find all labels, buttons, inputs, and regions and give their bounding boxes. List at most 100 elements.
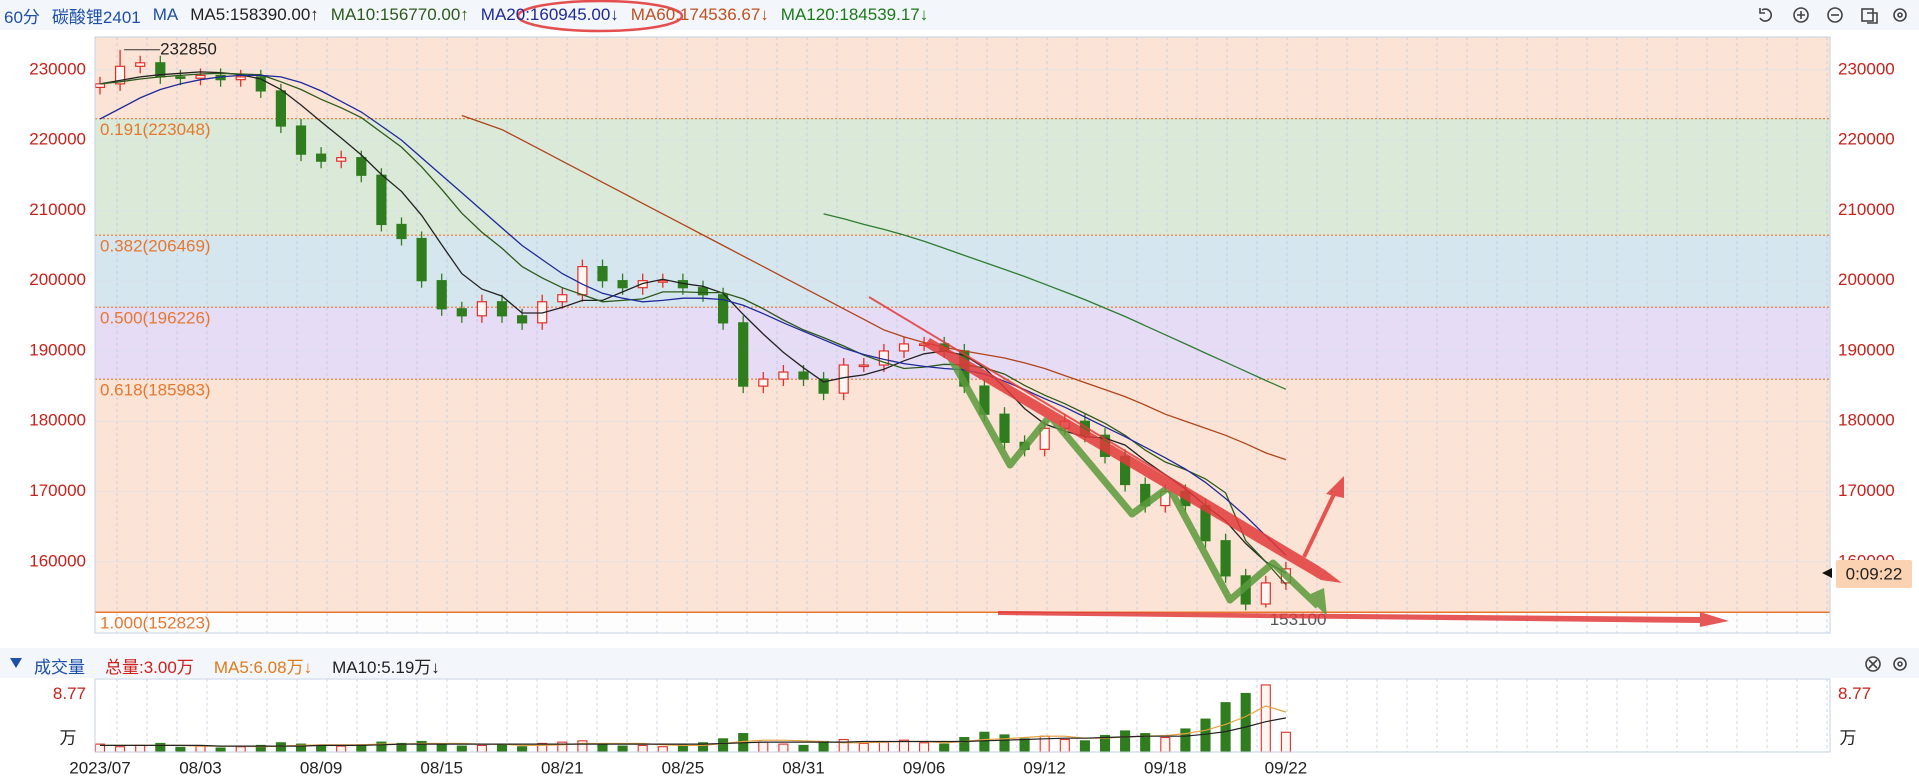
volume-bar [919, 742, 930, 753]
volume-bar [1280, 731, 1291, 753]
volume-bar [175, 746, 186, 753]
ma-value: MA120:184539.17↓ [780, 5, 929, 24]
candle-body [135, 62, 146, 67]
rebound-arrow-head [1326, 476, 1344, 498]
candle-body [396, 223, 407, 240]
candle-body [496, 301, 508, 317]
volume-bar [496, 744, 508, 753]
y-tick-label-right: 200000 [1838, 270, 1895, 289]
text-layer: 1600001600001700001700001800001800001900… [29, 39, 1912, 777]
close-volume-icon[interactable] [1865, 656, 1881, 672]
volume-tick-label-right: 8.77 [1838, 684, 1871, 703]
trend-thin [868, 296, 1321, 569]
candle-body [295, 125, 307, 155]
layout-icon[interactable] [1861, 8, 1874, 22]
candle-body [316, 153, 327, 162]
y-tick-label: 170000 [29, 481, 86, 500]
volume-bar [1019, 738, 1030, 753]
fib-label: 0.500(196226) [100, 309, 211, 328]
volume-toolbar-bg [0, 648, 1919, 678]
volume-bar [979, 731, 990, 753]
zoom-in-icon[interactable] [1793, 7, 1809, 23]
volume-bar [577, 740, 588, 753]
x-tick-label: 08/03 [179, 758, 222, 777]
volume-ma: MA10:5.19万↓ [332, 657, 440, 677]
toolbar-bg [0, 0, 1919, 30]
volume-bar [456, 745, 467, 753]
y-tick-label-right: 170000 [1838, 481, 1895, 500]
y-tick-label: 200000 [29, 270, 86, 289]
volume-bar [195, 745, 206, 753]
candle-body [1039, 427, 1050, 450]
zoom-out-icon[interactable] [1827, 7, 1843, 23]
volume-title: 成交量 [34, 657, 85, 677]
x-tick-label: 09/18 [1144, 758, 1187, 777]
volume-bar [999, 734, 1010, 753]
volume-bar [1220, 702, 1231, 753]
price-pointer [1822, 568, 1832, 578]
highlight-ellipse [516, 0, 684, 33]
x-tick-label: 09/12 [1023, 758, 1066, 777]
y-tick-label-right: 220000 [1838, 130, 1895, 149]
period: 60分 [4, 7, 40, 27]
candle-body [717, 294, 729, 324]
candle-body [195, 74, 206, 79]
candle-body [476, 301, 487, 317]
y-tick-label-right: 180000 [1838, 411, 1895, 430]
settings-icon[interactable] [1893, 8, 1907, 22]
volume-bar [878, 741, 889, 753]
candle-body [1220, 540, 1231, 577]
volume-bar [617, 745, 628, 753]
x-tick-label: 08/09 [300, 758, 343, 777]
volume-bar [115, 746, 126, 753]
candle-body [597, 266, 608, 282]
min-label: 153100 [1270, 610, 1327, 629]
volume-bar [758, 741, 769, 753]
volume-bar [235, 746, 246, 753]
volume-bar [1180, 728, 1191, 753]
ma-value: MA20:160945.00↓ [480, 5, 619, 24]
fib-band [95, 118, 1830, 236]
ma-value: MA60:174536.67↓ [630, 5, 769, 24]
volume-bar [597, 743, 608, 753]
volume-bar [959, 736, 970, 753]
ma-line [99, 72, 1287, 585]
countdown-bg [1836, 560, 1912, 588]
y-tick-label: 180000 [29, 411, 86, 430]
candle-body [778, 371, 789, 380]
volume-ma: MA5:6.08万↓ [213, 657, 313, 677]
chart-header: 60分 碳酸锂2401 MA MA5:158390.00↑ MA10:156770.00… [4, 1, 928, 29]
candle-body [376, 174, 387, 226]
volume-bar [476, 744, 487, 753]
candle-body [697, 287, 709, 296]
candle-body [275, 90, 286, 127]
volume-bar [818, 740, 829, 753]
candle-body [999, 413, 1010, 443]
wave-path [945, 353, 1321, 609]
volume-bar [657, 746, 668, 753]
candle-body [255, 76, 266, 92]
candle-body [738, 322, 749, 387]
volume-total: 总量:3.00万 [105, 657, 194, 677]
volume-bar [1160, 736, 1171, 753]
undo-icon[interactable] [1759, 8, 1773, 22]
candle-body [336, 157, 347, 162]
fib-label: 1.000(152823) [100, 614, 211, 633]
ma-line [823, 213, 1287, 390]
candle-body [1260, 582, 1271, 605]
fib-label: 0.618(185983) [100, 381, 211, 400]
annotations [516, 0, 1729, 627]
volume-bar [858, 742, 869, 753]
volume-unit-right: 万 [1840, 728, 1857, 747]
volume-bar [436, 743, 447, 753]
y-tick-label: 230000 [29, 59, 86, 78]
fib-band [95, 379, 1830, 613]
volume-bar [1260, 684, 1271, 753]
collapse-toggle[interactable] [10, 658, 22, 668]
volume-bar [155, 742, 166, 753]
fib-label: 0.191(223048) [100, 120, 211, 139]
x-tick-label: 08/25 [662, 758, 705, 777]
volume-settings-icon[interactable] [1893, 657, 1907, 671]
y-tick-label: 220000 [29, 130, 86, 149]
